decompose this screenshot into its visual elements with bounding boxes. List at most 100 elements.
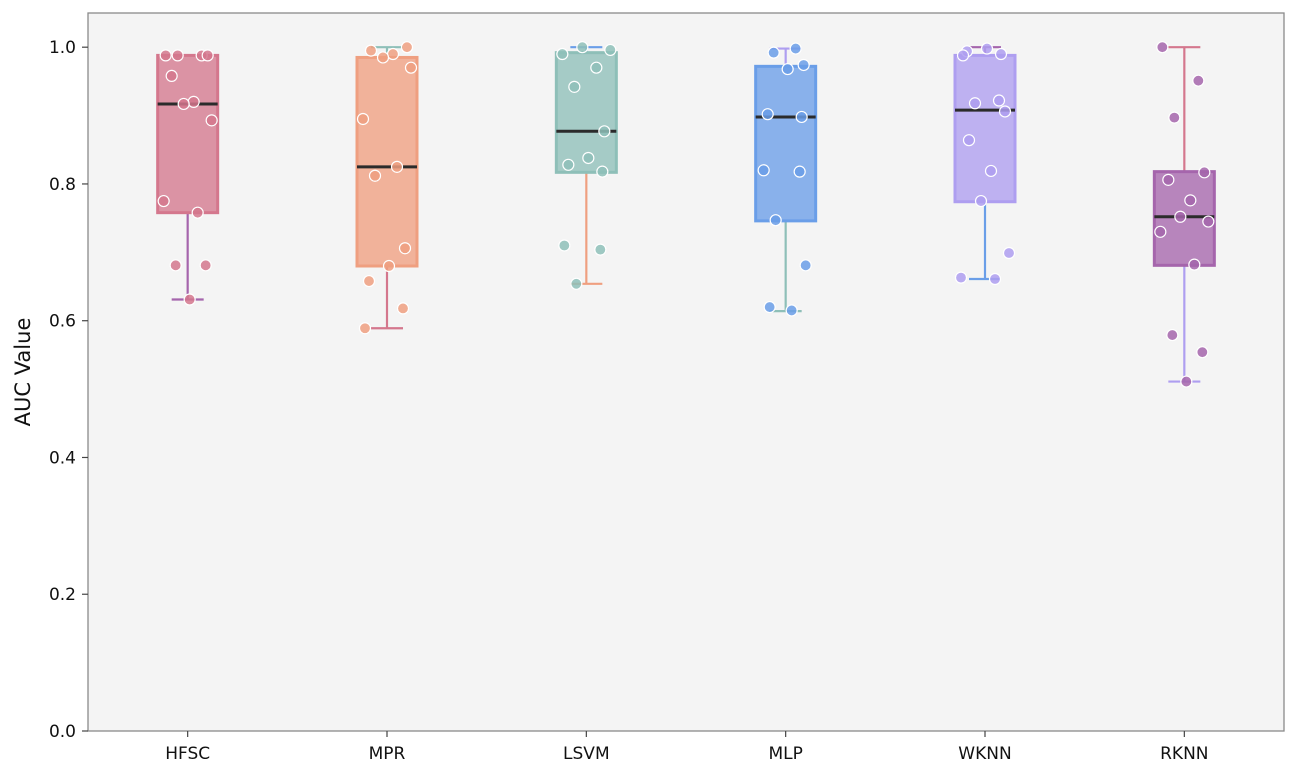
box-iqr [953,53,1017,204]
data-point [604,43,617,57]
data-point [998,105,1012,118]
data-point [793,165,806,178]
data-point [201,49,214,62]
x-tick-label-lsvm: LSVM [563,744,610,764]
data-point [169,259,182,272]
data-point [556,47,569,61]
data-point [362,274,376,288]
data-point [757,164,770,177]
data-point [390,160,404,173]
y-tick-label-1: 0.2 [49,585,76,605]
data-point [789,42,802,55]
data-point [368,169,382,182]
data-point [598,125,611,138]
data-point [205,114,218,127]
x-tick-label-hfsc: HFSC [165,744,210,764]
data-point [1156,41,1169,54]
box-hfsc [156,49,220,306]
data-point [781,62,794,76]
x-tick-label-wknn: WKNN [958,744,1011,764]
data-point [386,47,400,61]
plot-area [87,12,1285,732]
x-tick-label-rknn: RKNN [1160,744,1208,764]
y-axis-title: AUC Value [11,318,35,427]
x-axis: HFSC MPR LSVM MLP WKNN RKNN [165,731,1209,764]
box-iqr [355,55,419,268]
data-point [171,49,184,62]
y-axis: 0.0 0.2 0.4 0.6 0.8 1.0 [49,38,88,742]
data-point [956,49,970,62]
data-point [763,300,776,314]
data-point [1168,111,1181,124]
y-tick-label-2: 0.4 [49,448,76,468]
box-rknn [1152,41,1216,388]
data-point [992,94,1006,107]
data-point [382,259,396,273]
data-point [1162,173,1175,186]
data-point [404,61,418,74]
data-point [1202,215,1215,228]
data-point [159,49,172,62]
box-lsvm [554,41,618,290]
data-point [1198,166,1211,179]
data-point [396,302,410,315]
data-point [980,42,994,55]
data-point [1188,258,1201,271]
data-point [1174,210,1187,223]
data-point [799,259,812,272]
data-point [187,95,200,108]
data-point [769,214,782,227]
data-point [767,46,780,59]
box-mpr [355,41,419,335]
data-point [199,259,212,272]
data-point [1192,74,1205,87]
data-point [568,80,581,93]
data-point [974,194,988,208]
data-point [177,97,190,111]
y-tick-label-3: 0.6 [49,312,76,332]
data-point [157,194,170,208]
data-point [1196,346,1209,359]
box-wknn [953,42,1017,286]
data-point [785,304,798,317]
x-tick-label-mlp: MLP [768,744,802,764]
data-point [364,44,378,57]
data-point [582,151,595,165]
data-point [968,97,982,110]
data-point [562,158,575,171]
data-point [183,293,196,306]
data-point [1154,225,1167,238]
x-tick-label-mpr: MPR [369,744,406,764]
data-point [1002,246,1016,260]
data-point [761,108,774,121]
data-point [795,110,808,124]
data-point [356,112,370,126]
y-tick-label-5: 1.0 [49,38,76,58]
y-tick-label-4: 0.8 [49,175,76,195]
data-point [1180,375,1193,388]
data-point [191,206,204,219]
data-point [596,165,609,178]
data-point [558,239,571,252]
box-group [156,41,1216,388]
box-mlp [754,42,818,317]
data-point [358,322,372,335]
data-point [797,58,810,72]
data-point [994,47,1008,61]
data-point [594,243,607,256]
data-point [165,69,178,83]
data-point [1184,194,1197,207]
data-point [570,277,583,290]
y-tick-label-0: 0.0 [49,722,76,742]
data-point [590,61,603,74]
data-point [1166,328,1179,342]
data-point [988,272,1002,286]
data-point [398,242,412,255]
box-iqr [156,53,220,215]
data-point [954,271,968,284]
data-point [984,164,998,178]
box-iqr [754,64,818,223]
data-point [962,134,976,147]
data-point [376,51,390,64]
